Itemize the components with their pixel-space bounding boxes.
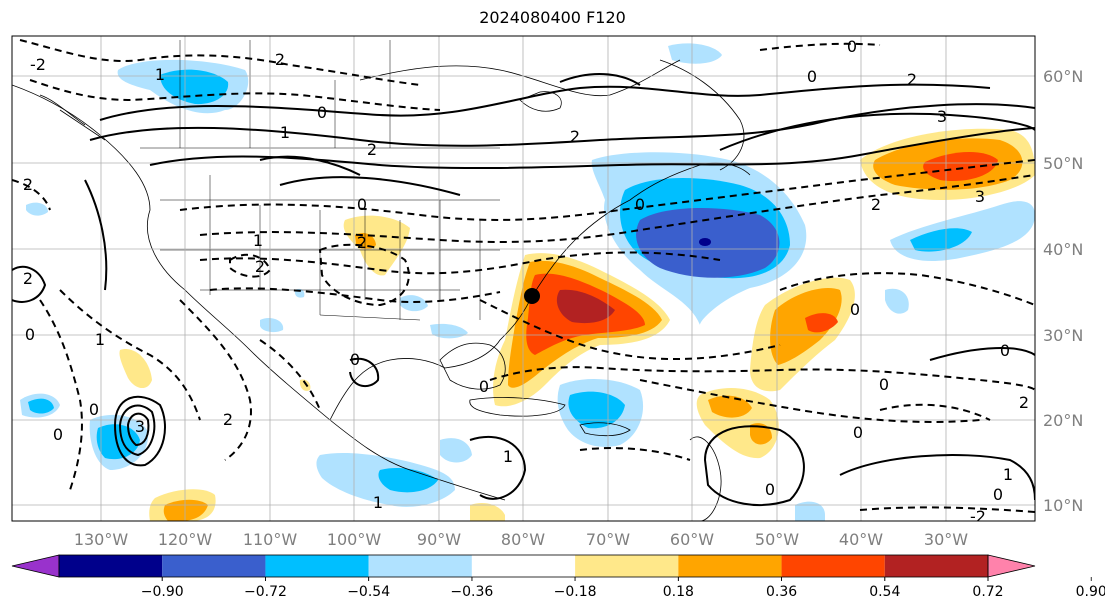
contour-label: 0 bbox=[1000, 341, 1010, 360]
contour-label: 1 bbox=[503, 447, 513, 466]
colorbar-tick-label: −0.54 bbox=[347, 584, 390, 600]
colorbar-extend-high bbox=[987, 554, 1036, 578]
contour-label: 0 bbox=[993, 485, 1003, 504]
colorbar-segment bbox=[368, 555, 472, 577]
longitude-labels: 130°W 120°W 110°W 100°W 90°W 80°W 70°W 6… bbox=[74, 530, 968, 549]
contour-label: 2 bbox=[23, 269, 33, 288]
colorbar-tick-label: −0.36 bbox=[450, 584, 493, 600]
lat-label: 30°N bbox=[1043, 326, 1083, 345]
colorbar-segment bbox=[781, 555, 885, 577]
contour-label: 2 bbox=[275, 50, 285, 69]
colorbar-tick-label: 0.36 bbox=[766, 584, 797, 600]
lat-label: 20°N bbox=[1043, 411, 1083, 430]
contour-labels: -2 1 2 0 1 2 2 0 2 3 3 2 0 0 0 2 2 0 0 0… bbox=[23, 37, 1029, 526]
contour-label: 0 bbox=[479, 377, 489, 396]
contour-label: 0 bbox=[847, 37, 857, 56]
contour-label: 3 bbox=[937, 107, 947, 126]
gridlines bbox=[12, 36, 1035, 521]
contour-label: -2 bbox=[30, 55, 46, 74]
lat-label: 10°N bbox=[1043, 496, 1083, 515]
lon-label: 130°W bbox=[74, 530, 129, 549]
colorbar-segment bbox=[678, 555, 782, 577]
contour-label: 2 bbox=[907, 70, 917, 89]
lon-label: 90°W bbox=[417, 530, 461, 549]
map-frame bbox=[11, 35, 1036, 522]
contour-label: 1 bbox=[253, 231, 263, 250]
contour-label: 0 bbox=[53, 425, 63, 444]
colorbar-segment bbox=[59, 555, 163, 577]
colorbar-tick-label: 0.72 bbox=[972, 584, 1003, 600]
contour-label: 0 bbox=[357, 195, 367, 214]
lon-label: 110°W bbox=[243, 530, 298, 549]
colorbar-tick-label: −0.18 bbox=[554, 584, 597, 600]
contour-label: 1 bbox=[95, 330, 105, 349]
lon-label: 100°W bbox=[327, 530, 382, 549]
colorbar-segment bbox=[265, 555, 369, 577]
contour-label: 1 bbox=[155, 65, 165, 84]
contour-label: 2 bbox=[570, 127, 580, 146]
contour-label: 1 bbox=[1003, 465, 1013, 484]
lat-label: 50°N bbox=[1043, 154, 1083, 173]
contour-label: 0 bbox=[850, 300, 860, 319]
contour-label: 2 bbox=[1019, 393, 1029, 412]
lon-label: 50°W bbox=[755, 530, 799, 549]
colorbar-tick-label: −0.90 bbox=[141, 584, 184, 600]
lon-label: 80°W bbox=[501, 530, 545, 549]
contour-label: 0 bbox=[89, 400, 99, 419]
contour-label: 2 bbox=[223, 410, 233, 429]
latitude-labels: 60°N 50°N 40°N 30°N 20°N 10°N bbox=[1043, 67, 1083, 515]
lon-label: 60°W bbox=[670, 530, 714, 549]
contour-label: 2 bbox=[871, 195, 881, 214]
solid-contours bbox=[12, 73, 1035, 506]
contour-label: 0 bbox=[807, 67, 817, 86]
map-title: 2024080400 F120 bbox=[479, 8, 626, 27]
colorbar-tick-label: 0.54 bbox=[869, 584, 900, 600]
dashed-contours bbox=[12, 39, 1035, 513]
lon-label: 70°W bbox=[586, 530, 630, 549]
contour-label: 0 bbox=[350, 350, 360, 369]
contour-label: 0 bbox=[317, 103, 327, 122]
colorbar-segment bbox=[471, 555, 576, 577]
contour-label: 2 bbox=[255, 257, 265, 276]
contour-label: 1 bbox=[373, 493, 383, 512]
contour-label: 0 bbox=[879, 375, 889, 394]
lat-label: 40°N bbox=[1043, 240, 1083, 259]
contour-label: 2 bbox=[357, 233, 367, 252]
contour-label: 0 bbox=[635, 195, 645, 214]
contour-label: 1 bbox=[280, 123, 290, 142]
lon-label: 40°W bbox=[839, 530, 883, 549]
colorbar-extend-low bbox=[11, 554, 60, 578]
lon-label: 30°W bbox=[924, 530, 968, 549]
colorbar-tick-label: −0.72 bbox=[244, 584, 287, 600]
lat-label: 60°N bbox=[1043, 67, 1083, 86]
colorbar-tick-label: 0.18 bbox=[663, 584, 694, 600]
map-field: -2 1 2 0 1 2 2 0 2 3 3 2 0 0 0 2 2 0 0 0… bbox=[12, 36, 1035, 526]
contour-label: 3 bbox=[135, 417, 145, 436]
contour-label: -2 bbox=[970, 507, 986, 526]
shaded-anomalies bbox=[20, 43, 1035, 521]
contour-label: 0 bbox=[765, 480, 775, 499]
colorbar-segment bbox=[162, 555, 266, 577]
colorbar-outline bbox=[58, 554, 989, 578]
contour-label: 0 bbox=[25, 325, 35, 344]
contour-label: 2 bbox=[367, 140, 377, 159]
contour-label: 3 bbox=[975, 187, 985, 206]
colorbar: −0.90 −0.72 −0.54 −0.36 −0.18 0.18 0.36 0.54 0.7… bbox=[11, 554, 1105, 600]
colorbar-segment bbox=[884, 555, 988, 577]
colorbar-segment bbox=[575, 555, 679, 577]
contour-label: 2 bbox=[23, 175, 33, 194]
lon-label: 120°W bbox=[158, 530, 213, 549]
contour-label: 0 bbox=[853, 423, 863, 442]
colorbar-tick-label: 0.90 bbox=[1076, 584, 1105, 600]
